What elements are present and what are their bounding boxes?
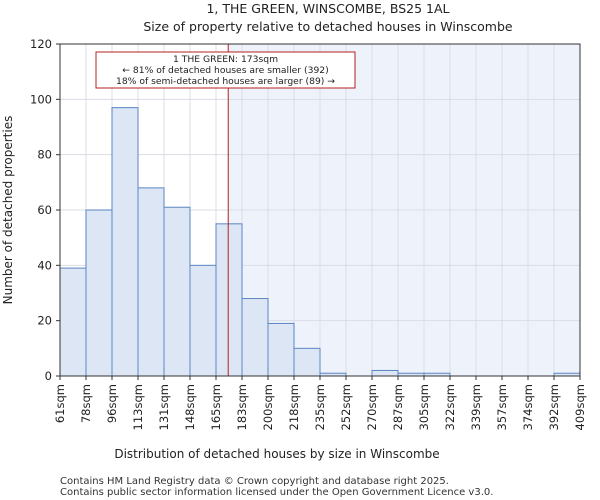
x-tick-label: 322sqm (443, 384, 457, 430)
x-tick-label: 131sqm (157, 384, 171, 430)
x-tick-label: 78sqm (79, 384, 93, 423)
x-tick-label: 339sqm (469, 384, 483, 430)
bar-78sqm (85, 209, 113, 377)
plot-area: 0 20 40 60 80 100 120 61sqm 78sqm 96sqm 113sqm 131s… (30, 37, 587, 430)
bar-148sqm (189, 264, 217, 377)
x-tick-label: 218sqm (287, 384, 301, 430)
x-tick-label: 357sqm (495, 384, 509, 430)
bar-200sqm (267, 322, 295, 377)
y-axis-label: Number of detached properties (1, 116, 15, 305)
annotation-line-3: 18% of semi-detached houses are larger (… (116, 76, 335, 87)
y-tick-label: 100 (30, 92, 52, 106)
x-tick-label: 305sqm (417, 384, 431, 430)
y-tick-label: 20 (37, 314, 52, 328)
x-tick-label: 96sqm (105, 384, 119, 423)
annotation-line-1: 1 THE GREEN: 173sqm (173, 54, 278, 65)
x-tick-label: 409sqm (573, 384, 587, 430)
bar-113sqm (137, 187, 165, 377)
annotation-line-2: ← 81% of detached houses are smaller (39… (122, 65, 328, 76)
x-tick-label: 183sqm (235, 384, 249, 430)
chart-subtitle: Size of property relative to detached ho… (143, 19, 513, 34)
annotation-box (95, 51, 356, 89)
x-tick-label: 61sqm (53, 384, 67, 423)
y-tick-label: 120 (30, 37, 52, 51)
bar-165sqm (215, 223, 243, 377)
x-tick-label: 200sqm (261, 384, 275, 430)
x-tick-label: 374sqm (521, 384, 535, 430)
y-tick-label: 80 (37, 148, 52, 162)
y-tick-label: 0 (45, 369, 52, 383)
y-tick-label: 40 (37, 258, 52, 272)
x-tick-label: 113sqm (131, 384, 145, 430)
x-tick-label: 270sqm (365, 384, 379, 430)
x-axis-label: Distribution of detached houses by size … (114, 447, 439, 461)
bar-131sqm (163, 206, 191, 377)
x-tick-label: 165sqm (209, 384, 223, 430)
x-tick-label: 235sqm (313, 384, 327, 430)
footer-line-1: Contains HM Land Registry data © Crown c… (60, 476, 449, 487)
bar-218sqm (293, 347, 321, 377)
bar-96sqm (111, 107, 139, 377)
bar-61sqm (59, 267, 87, 377)
x-tick-label: 392sqm (547, 384, 561, 430)
y-tick-label: 60 (37, 203, 52, 217)
x-tick-label: 148sqm (183, 384, 197, 430)
chart-title: 1, THE GREEN, WINSCOMBE, BS25 1AL (206, 1, 449, 16)
x-tick-label: 252sqm (339, 384, 353, 430)
bar-183sqm (241, 298, 269, 377)
bar-270sqm (371, 369, 399, 377)
x-tick-label: 287sqm (391, 384, 405, 430)
footer-line-2: Contains public sector information licen… (60, 487, 493, 498)
